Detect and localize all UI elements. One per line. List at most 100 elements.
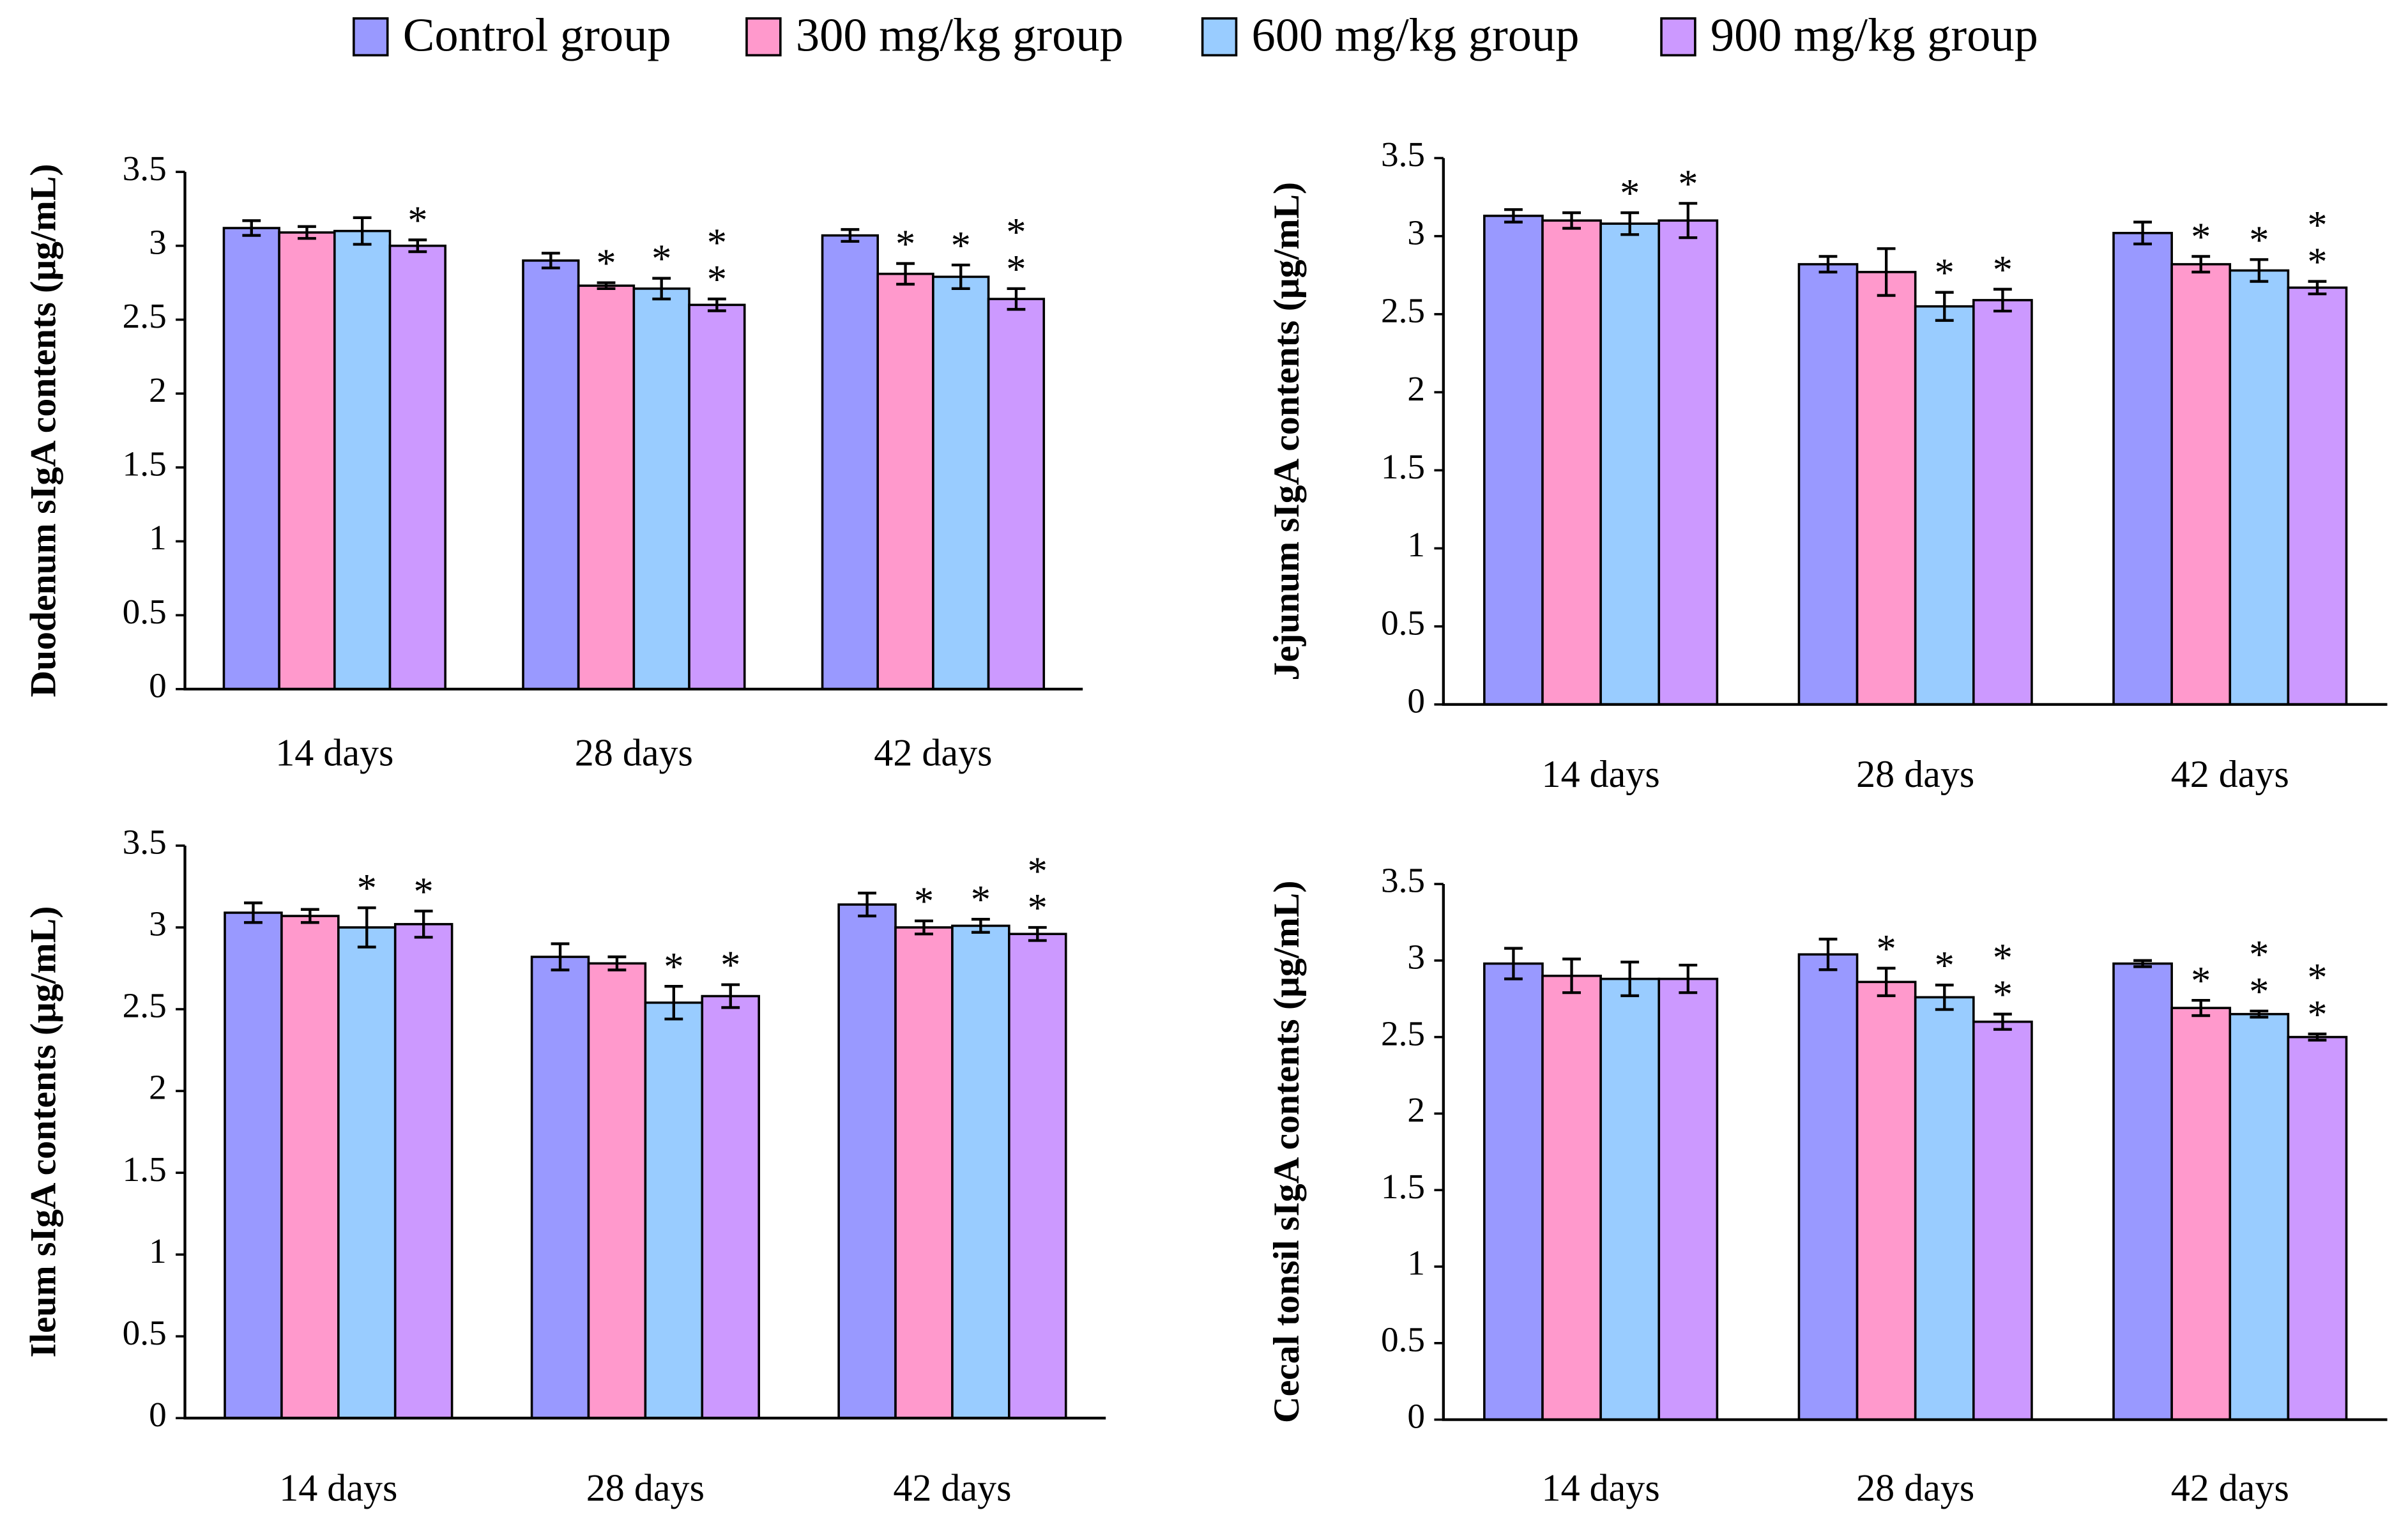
significance-mark: * [414,869,434,914]
error-bar [1818,938,1838,972]
axes [1442,158,2388,706]
error-bar [1935,291,1954,322]
significance-mark: * [971,878,991,922]
y-tick-label: 2.5 [1381,291,1425,330]
y-tick-label: 2 [1407,1090,1425,1129]
significance-mark: * * [2249,933,2269,1014]
y-tick-label: 3 [149,222,167,261]
error-bar [664,985,683,1021]
bar [701,994,760,1420]
error-bar [597,281,616,291]
error-bar [2133,220,2153,246]
bar [1856,980,1917,1421]
bar [2287,286,2348,706]
y-tick-label: 0 [149,666,167,705]
error-bar [408,238,427,254]
legend-label: Control group [403,10,671,62]
bar [876,272,934,690]
bar [280,915,340,1420]
error-bar [841,228,860,243]
y-tick-label: 1 [1407,525,1425,564]
bar [1657,977,1719,1421]
bar [987,298,1046,690]
y-tick-label: 1 [149,518,167,557]
significance-mark: * * [2307,955,2327,1037]
error-bar [1993,1012,2012,1031]
error-bar [2191,998,2211,1017]
y-axis-title: Ileum sIgA contents (μg/mL) [24,906,64,1358]
significance-mark: * [652,236,671,281]
y-tick-label: 1.5 [123,1150,167,1189]
y-tick-label: 0.5 [123,592,167,631]
significance-mark: * [357,866,377,911]
bar [587,962,647,1420]
x-tick-label: 42 days [2171,1466,2289,1509]
significance-mark: * [914,879,934,924]
legend-label: 900 mg/kg group [1711,10,2038,62]
y-tick-label: 2.5 [123,296,167,335]
error-bar [721,983,740,1009]
legend-label: 300 mg/kg group [796,10,1124,62]
x-tick-label: 14 days [279,1466,397,1509]
axes [1442,884,2388,1421]
bar [1856,271,1917,706]
x-tick-label: 14 days [1542,752,1660,795]
bar [224,911,283,1420]
y-tick-label: 2 [1407,369,1425,408]
bar [2170,1007,2232,1421]
x-tick-label: 28 days [586,1466,705,1509]
bar [337,926,397,1420]
y-tick-label: 2.5 [123,986,167,1025]
significance-mark: * [596,241,616,286]
error-bar [541,252,560,270]
error-bar [971,918,990,934]
y-tick-label: 1 [1407,1244,1425,1283]
y-tick-label: 2 [149,1068,167,1107]
bar [894,926,954,1420]
y-tick-label: 0 [149,1395,167,1434]
error-bar [1620,961,1640,998]
bar [2229,269,2290,706]
error-bar [1028,926,1047,942]
error-bar [414,910,433,939]
error-bar [2133,959,2153,968]
bar [222,227,280,690]
significance-mark: * [1678,162,1698,206]
legend-swatch [353,17,389,57]
significance-mark: * [1935,250,1955,295]
error-bar [2308,280,2327,296]
y-tick-label: 0.5 [1381,603,1425,642]
y-axis-title: Cecal tonsil sIgA contents (μg/mL) [1267,881,1307,1423]
y-tick-label: 0 [1407,1396,1425,1435]
y-tick-label: 3.5 [123,149,167,188]
error-bar [1562,211,1581,230]
bar [577,284,636,690]
bar [2229,1012,2290,1421]
error-bar [1504,208,1523,224]
x-tick-label: 28 days [1856,1466,1974,1509]
bar [932,275,990,690]
y-tick-label: 3.5 [1381,861,1425,900]
x-tick-label: 14 days [1542,1466,1660,1509]
bar [1797,263,1859,706]
bar [837,903,897,1420]
y-tick-label: 1.5 [1381,447,1425,486]
bar [2170,263,2232,706]
bar [1541,974,1602,1421]
y-axis-title: Jejunum sIgA contents (μg/mL) [1267,182,1307,681]
x-tick-label: 42 days [893,1466,1011,1509]
error-bar [1620,211,1640,236]
bar [2112,232,2173,706]
error-bar [2308,1032,2327,1042]
bar [1541,219,1602,706]
error-bar [652,277,671,301]
bar [1599,977,1661,1421]
y-tick-label: 3 [149,904,167,943]
bar [333,229,392,690]
bar [1008,933,1067,1420]
error-bar [1993,287,2012,313]
significance-mark: * [1993,247,2013,292]
significance-mark: * [720,943,740,987]
significance-mark: * [1877,926,1896,971]
